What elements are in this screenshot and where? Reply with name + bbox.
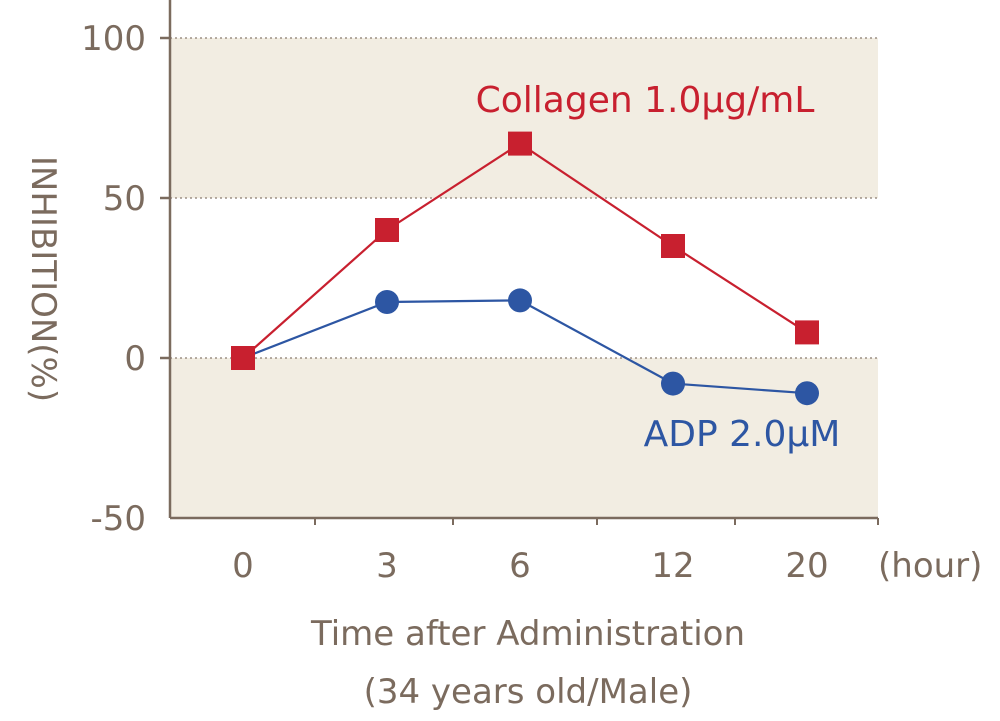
x-tick-label: 12 bbox=[651, 546, 694, 586]
x-tick-label: 0 bbox=[232, 546, 254, 586]
band-lower bbox=[170, 358, 878, 518]
series-label-adp: ADP 2.0μM bbox=[644, 414, 841, 455]
y-tick-labels: 100 50 0 -50 bbox=[81, 19, 146, 539]
y-tick-label: 0 bbox=[124, 339, 146, 379]
grid-lines bbox=[170, 37, 878, 359]
data-point-square bbox=[661, 234, 685, 258]
shaded-bands bbox=[170, 38, 878, 518]
data-point-square bbox=[795, 320, 819, 345]
x-tick-labels: 0 3 6 12 20 bbox=[232, 546, 828, 586]
series-markers bbox=[231, 131, 819, 406]
x-tick-label: 3 bbox=[376, 546, 398, 586]
x-axis-unit: (hour) bbox=[878, 546, 982, 586]
data-point-circle bbox=[508, 288, 532, 313]
data-point-circle bbox=[795, 381, 819, 406]
x-tick-label: 6 bbox=[509, 546, 531, 586]
y-axis-title: INHIBITION(%) bbox=[23, 156, 63, 402]
data-point-circle bbox=[375, 290, 399, 314]
data-point-circle bbox=[661, 371, 685, 396]
x-axis-subtitle: (34 years old/Male) bbox=[364, 672, 693, 712]
y-tick-label: 50 bbox=[103, 179, 146, 219]
axes bbox=[160, 0, 879, 525]
band-upper bbox=[170, 38, 878, 198]
series-label-collagen: Collagen 1.0μg/mL bbox=[476, 80, 815, 121]
x-tick-label: 20 bbox=[785, 546, 828, 586]
data-point-square bbox=[375, 218, 399, 242]
data-point-square bbox=[508, 131, 532, 156]
data-point-square bbox=[231, 346, 255, 370]
y-tick-label: 100 bbox=[81, 19, 146, 59]
y-tick-label: -50 bbox=[90, 499, 146, 539]
x-axis-title: Time after Administration bbox=[310, 614, 745, 654]
